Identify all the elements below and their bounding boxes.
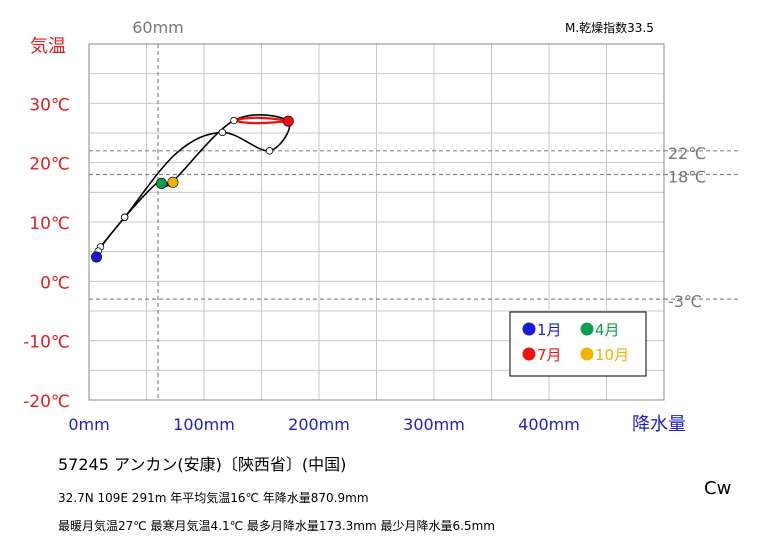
month-point (218, 128, 227, 137)
y-tick-label: 30℃ (29, 95, 70, 115)
station-info-line-2: 最暖月気温27℃ 最寒月気温4.1℃ 最多月降水量173.3mm 最少月降水量6… (58, 519, 495, 533)
series-line (94, 114, 291, 259)
climograph-chart: 60mm 22℃ 18℃ -3℃ 気温 降水量 M.乾燥指数33.5 30℃ 20℃ 10… (23, 18, 738, 435)
month-point (265, 147, 274, 155)
highlight-month-point (155, 177, 167, 189)
reference-label-temp: 22℃ (668, 144, 706, 163)
month-point (230, 116, 238, 125)
legend-label: 4月 (595, 321, 620, 339)
x-tick-label: 400mm (518, 415, 580, 434)
reference-label-60mm: 60mm (132, 18, 184, 37)
y-tick-label: 0℃ (40, 273, 70, 293)
legend-marker (522, 347, 536, 361)
plot-frame (88, 43, 665, 401)
legend-label: 10月 (595, 346, 629, 364)
legend-box (509, 311, 647, 377)
legend-marker (522, 322, 536, 336)
x-axis-label: 降水量 (632, 414, 686, 435)
axes: 気温 降水量 M.乾燥指数33.5 30℃ 20℃ 10℃ 0℃ -10℃ -20℃ 0mm… (23, 20, 686, 435)
y-axis-label: 気温 (30, 36, 66, 57)
x-tick-label: 300mm (403, 415, 465, 434)
y-tick-label: -20℃ (23, 392, 70, 412)
legend-marker (580, 322, 594, 336)
x-tick-label: 0mm (68, 415, 109, 434)
reference-label-temp: 18℃ (668, 168, 706, 187)
highlight-month-point (282, 115, 294, 127)
aridity-index-label: M.乾燥指数33.5 (565, 20, 654, 35)
station-name: 57245 アンカン(安康)〔陝西省〕(中国) (58, 455, 347, 474)
legend: 1月 4月 7月 10月 (509, 311, 647, 377)
x-tick-label: 200mm (288, 415, 350, 434)
data-series (90, 114, 294, 263)
x-tick-label: 100mm (173, 415, 235, 434)
grid (89, 44, 664, 400)
legend-marker (580, 347, 594, 361)
highlight-month-point (90, 251, 102, 263)
highlight-month-point (167, 176, 179, 188)
station-info-line-1: 32.7N 109E 291m 年平均気温16℃ 年降水量870.9mm (58, 491, 369, 505)
reference-lines: 60mm 22℃ 18℃ -3℃ (89, 18, 738, 400)
y-tick-label: -10℃ (23, 333, 70, 353)
legend-label: 7月 (537, 346, 562, 364)
legend-label: 1月 (537, 321, 562, 339)
y-tick-label: 20℃ (29, 155, 70, 175)
month-point (120, 213, 129, 221)
y-tick-label: 10℃ (29, 214, 70, 234)
climate-classification: Cw (704, 478, 732, 499)
reference-label-temp: -3℃ (668, 292, 702, 311)
